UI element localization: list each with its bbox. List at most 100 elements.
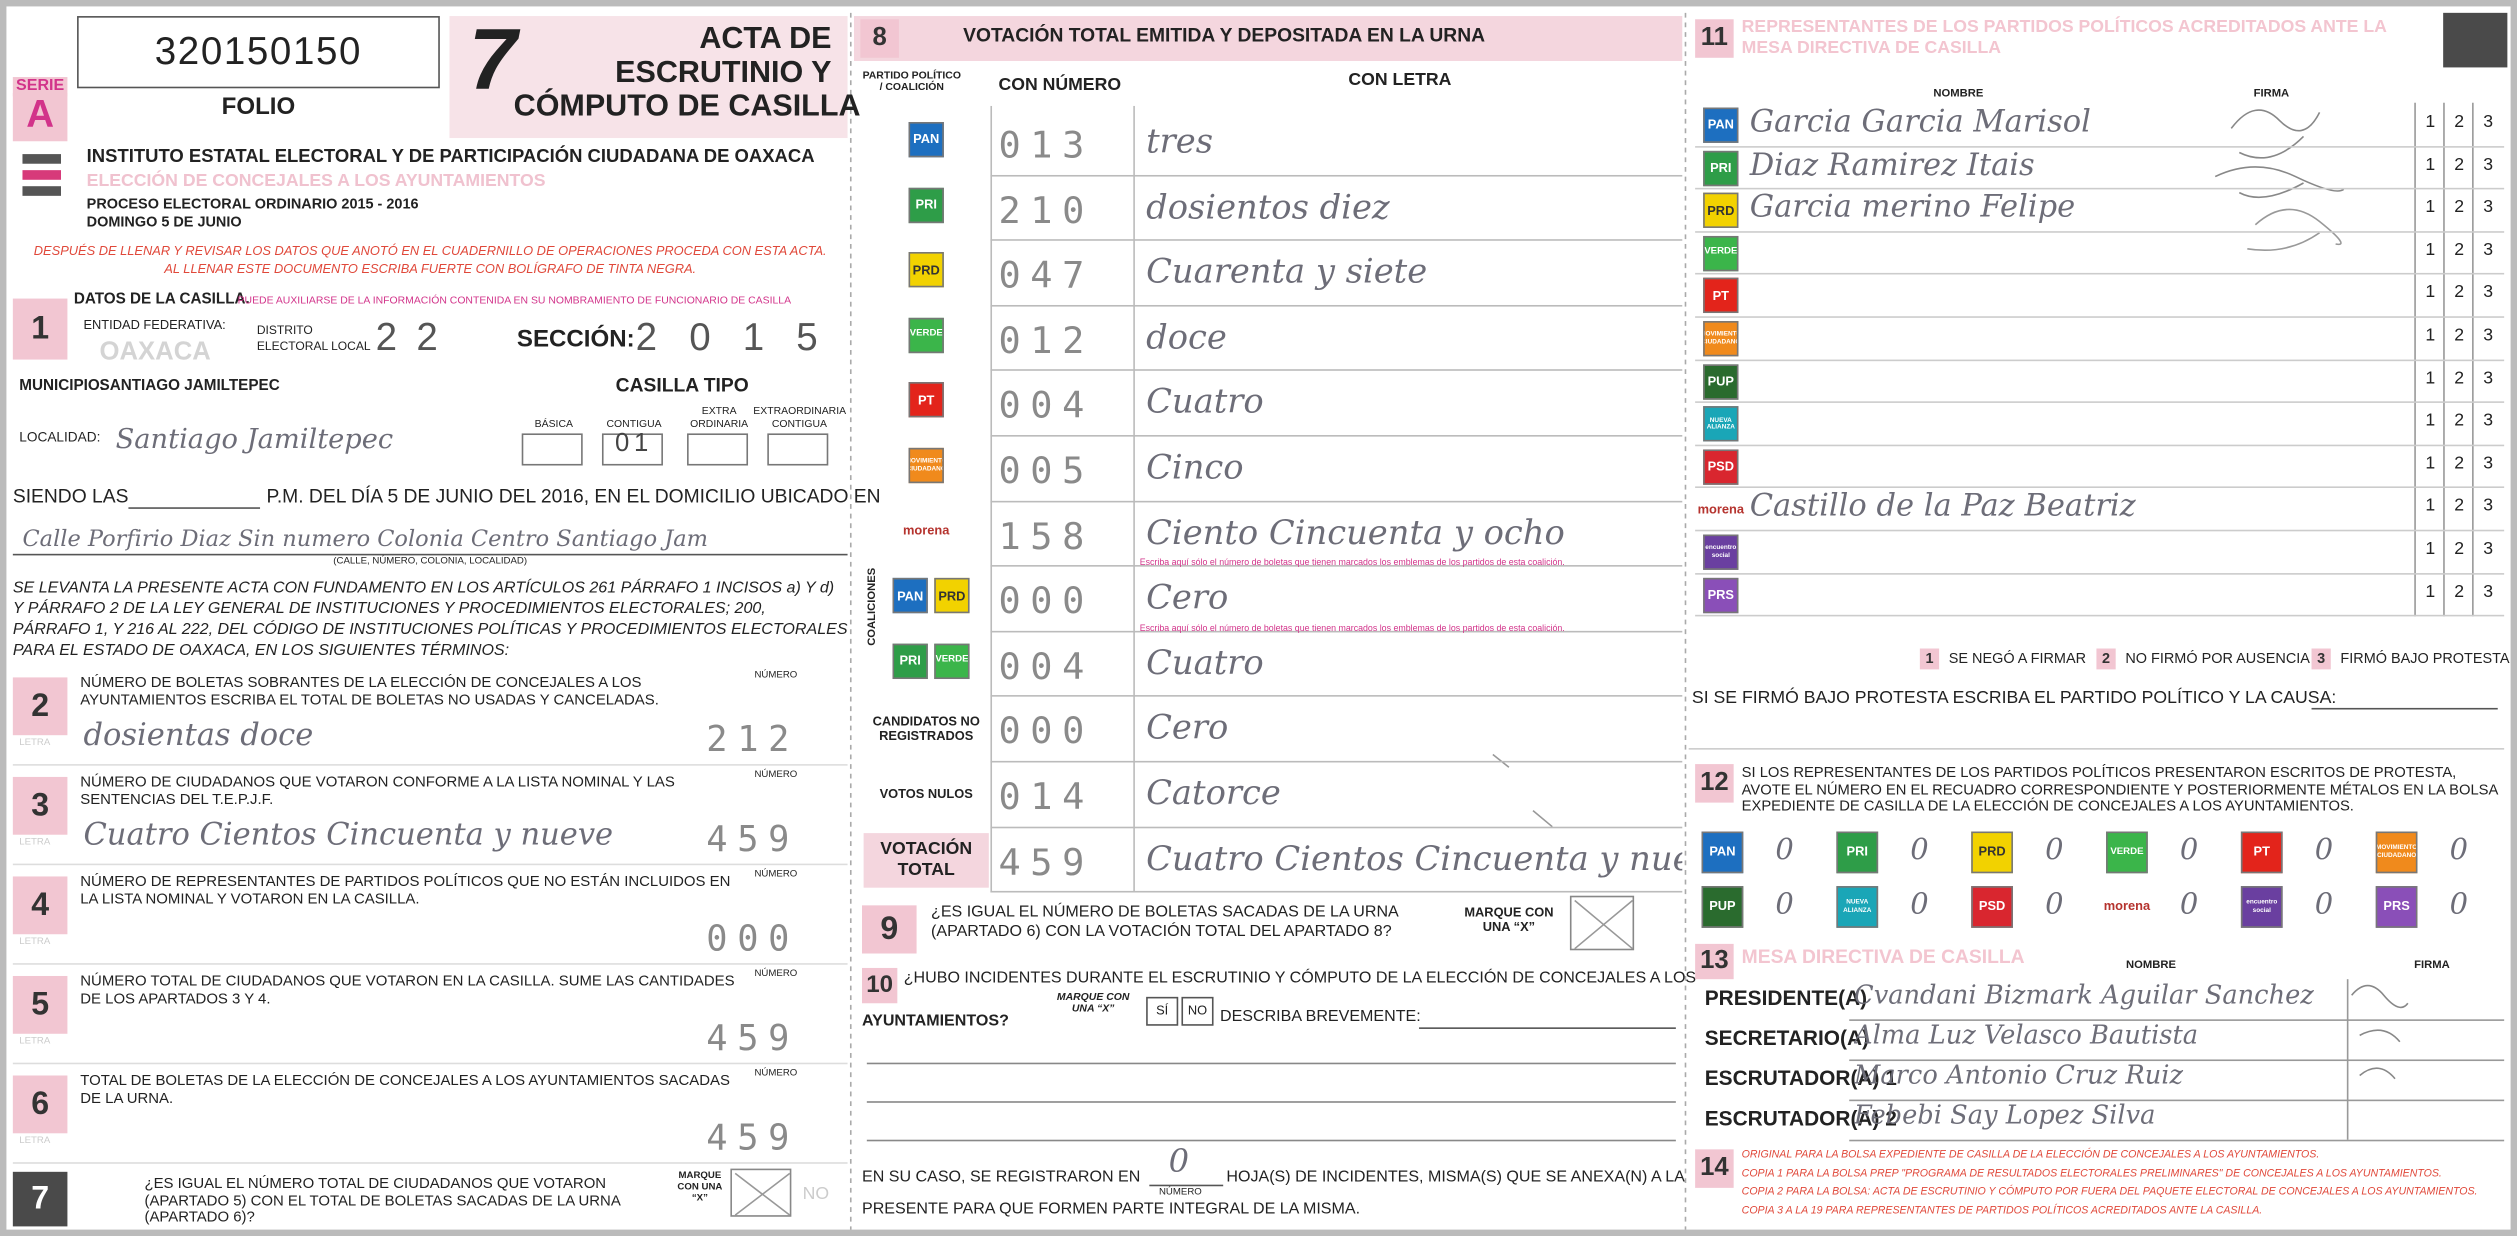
casilla-type: EXTRA ORDINARIA bbox=[690, 406, 749, 430]
section-number: 4 bbox=[12, 876, 68, 935]
rule bbox=[1849, 1019, 2505, 1021]
letter-label: LETRA bbox=[19, 1036, 51, 1047]
party-logo: PRI bbox=[892, 643, 928, 679]
type-box bbox=[521, 433, 583, 466]
legend-text: SE NEGÓ A FIRMAR bbox=[1948, 650, 2087, 667]
domicilio: Calle Porfirio Diaz Sin numero Colonia C… bbox=[22, 526, 708, 553]
coalition-label: COALICIONES bbox=[866, 567, 879, 646]
words: Cuatro bbox=[1146, 382, 1264, 422]
section-title: VOTACIÓN TOTAL EMITIDA Y DEPOSITADA EN L… bbox=[963, 24, 1486, 47]
date: DOMINGO 5 DE JUNIO bbox=[86, 213, 242, 230]
rule bbox=[12, 963, 848, 965]
party-logo: MOVIMIENTO CIUDADANO bbox=[2375, 831, 2418, 874]
footer-text: HOJA(S) DE INCIDENTES, MISMA(S) QUE SE A… bbox=[1226, 1168, 1685, 1187]
coalition-note: Escriba aquí sólo el número de boletas q… bbox=[1139, 558, 1565, 569]
col-header: NOMBRE bbox=[2126, 959, 2176, 972]
section-title: REPRESENTANTES DE LOS PARTIDOS POLÍTICOS… bbox=[1741, 17, 2387, 58]
answer-box: SÍ bbox=[1146, 996, 1179, 1026]
role: ESCRUTADOR(A) 1 bbox=[1704, 1065, 1897, 1090]
party-logo: PUP bbox=[1701, 886, 1744, 928]
letters: dosientas doce bbox=[83, 717, 314, 753]
rule bbox=[990, 369, 1683, 372]
label: CASILLA TIPO bbox=[615, 374, 749, 397]
serie: A bbox=[12, 93, 68, 142]
digits: 000 bbox=[998, 581, 1095, 624]
label: SECCIÓN: bbox=[516, 325, 635, 354]
section-number: 6 bbox=[12, 1075, 68, 1134]
option: 3 bbox=[2483, 368, 2494, 388]
acta-title: CÓMPUTO DE CASILLA bbox=[513, 89, 861, 124]
digits: 212 bbox=[706, 720, 800, 761]
option: 1 bbox=[2425, 411, 2436, 431]
legal: SE LEVANTA LA PRESENTE ACTA CON FUNDAMEN… bbox=[12, 579, 848, 660]
rule bbox=[990, 500, 1683, 502]
digits: 014 bbox=[998, 776, 1095, 819]
rule bbox=[12, 863, 848, 866]
party-logo: PAN bbox=[1701, 831, 1744, 874]
section-text: NÚMERO TOTAL DE CIUDADANOS QUE VOTARON E… bbox=[80, 972, 735, 1006]
option: 3 bbox=[2483, 496, 2494, 516]
party-logo: PUP bbox=[1703, 363, 1739, 400]
protest-count: 0 bbox=[1910, 887, 1929, 922]
option: 1 bbox=[2425, 582, 2436, 602]
rule bbox=[1695, 273, 2505, 276]
option: 3 bbox=[2483, 453, 2494, 474]
option: 1 bbox=[2425, 240, 2436, 260]
copy-line: COPIA 1 PARA LA BOLSA PREP "PROGRAMA DE … bbox=[1741, 1167, 2442, 1180]
row-label: VOTOS NULOS bbox=[879, 787, 973, 802]
rule bbox=[12, 553, 848, 556]
digits: 000 bbox=[706, 919, 800, 960]
digits: 459 bbox=[706, 1118, 800, 1159]
rule bbox=[128, 507, 261, 509]
words: doce bbox=[1146, 317, 1227, 357]
party-logo: PT bbox=[2240, 831, 2283, 874]
option: 1 bbox=[2425, 325, 2436, 346]
party-logo: PRS bbox=[2375, 886, 2418, 928]
option: 3 bbox=[2483, 325, 2494, 346]
option: 1 bbox=[2425, 496, 2436, 516]
party-logo: PSD bbox=[1971, 886, 2013, 928]
rule bbox=[1419, 1027, 1676, 1029]
process: PROCESO ELECTORAL ORDINARIO 2015 - 2016 bbox=[86, 195, 419, 212]
section-number: 3 bbox=[2311, 648, 2331, 670]
party-logo: PT bbox=[1703, 278, 1739, 314]
rule bbox=[1849, 1139, 2505, 1142]
rule bbox=[1688, 748, 2505, 750]
rule bbox=[1695, 145, 2505, 148]
section-number: 11 bbox=[1695, 19, 1734, 58]
option: 3 bbox=[2483, 112, 2494, 132]
section-text: NÚMERO DE BOLETAS SOBRANTES DE LA ELECCI… bbox=[80, 674, 659, 708]
option: 2 bbox=[2454, 496, 2465, 516]
party-logo: VERDE bbox=[908, 317, 944, 353]
coalition-note: Escriba aquí sólo el número de boletas q… bbox=[1139, 624, 1565, 634]
band bbox=[853, 16, 1683, 61]
option: 2 bbox=[2454, 539, 2465, 559]
party-logo: PAN bbox=[1703, 107, 1739, 143]
section-text: NÚMERO DE CIUDADANOS QUE VOTARON CONFORM… bbox=[80, 773, 675, 807]
folio-label: FOLIO bbox=[221, 93, 296, 121]
answer-box bbox=[1569, 895, 1635, 951]
election: ELECCIÓN DE CONCEJALES A LOS AYUNTAMIENT… bbox=[86, 171, 546, 192]
footer-text: EN SU CASO, SE REGISTRARON EN bbox=[862, 1168, 1141, 1187]
rule bbox=[1695, 358, 2505, 361]
option: 1 bbox=[2425, 368, 2436, 388]
mark-label: MARQUE CON UNA “X” bbox=[1464, 905, 1554, 935]
representative: Diaz Ramirez Itais bbox=[1749, 147, 2035, 183]
representative: Castillo de la Paz Beatriz bbox=[1749, 488, 2136, 524]
rule bbox=[12, 1062, 848, 1065]
digits: 047 bbox=[998, 255, 1095, 298]
party-logo: PRI bbox=[1836, 831, 1879, 874]
letters: Cuatro Cientos Cincuenta y nueve bbox=[83, 817, 614, 853]
rule bbox=[1695, 188, 2505, 190]
rule bbox=[1695, 316, 2505, 318]
rule bbox=[1849, 1059, 2505, 1062]
row-label: CANDIDATOS NO REGISTRADOS bbox=[872, 714, 980, 744]
casilla-type: CONTIGUA bbox=[606, 418, 662, 430]
option: 2 bbox=[2454, 240, 2465, 260]
party-logo: VERDE bbox=[934, 643, 970, 679]
rule bbox=[990, 565, 1683, 567]
legend-text: FIRMÓ BAJO PROTESTA bbox=[2340, 650, 2510, 667]
municipio: SANTIAGO JAMILTEPEC bbox=[99, 377, 280, 395]
x-mark bbox=[734, 1172, 791, 1216]
